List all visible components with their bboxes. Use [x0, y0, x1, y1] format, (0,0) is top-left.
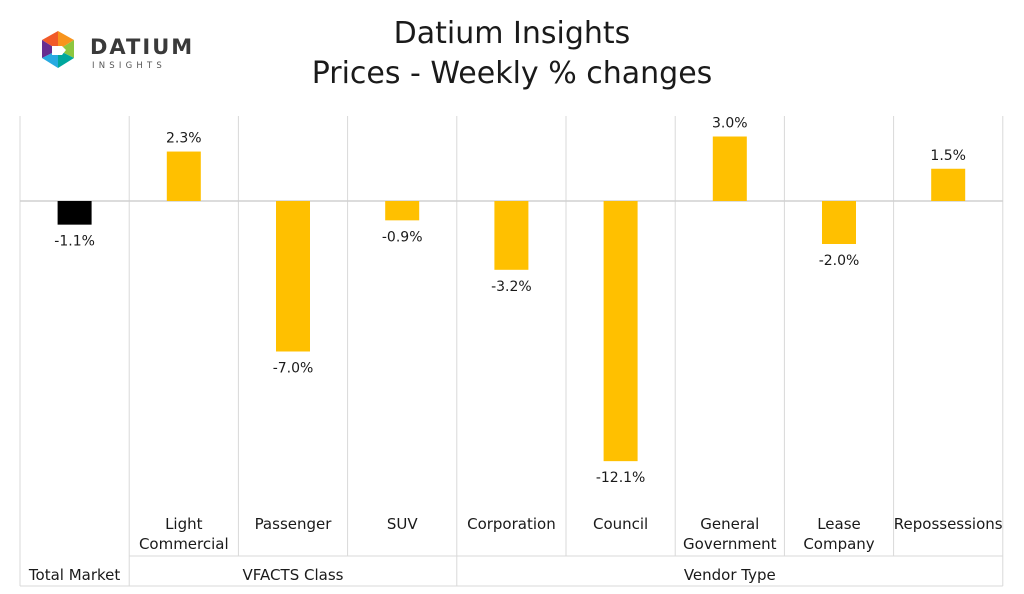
bar — [712, 136, 747, 201]
category-label: Council — [593, 515, 648, 533]
bar — [494, 201, 529, 270]
chart-title-line2: Prices - Weekly % changes — [311, 56, 713, 91]
bar — [822, 201, 856, 244]
logo-name: DATIUM — [90, 35, 195, 59]
logo-tagline: INSIGHTS — [92, 61, 166, 71]
data-label: -1.1% — [54, 234, 95, 250]
data-label: -12.1% — [596, 470, 646, 486]
data-label: -0.9% — [382, 229, 423, 245]
category-label: Light — [165, 515, 203, 533]
data-label: -7.0% — [273, 361, 314, 377]
data-label: 3.0% — [712, 116, 748, 132]
bar — [166, 151, 201, 201]
category-label: SUV — [387, 515, 419, 533]
bar — [385, 201, 420, 221]
category-label: Corporation — [467, 515, 556, 533]
datium-logo: DATIUM INSIGHTS — [38, 28, 192, 82]
bar — [931, 168, 966, 201]
category-label: Repossessions — [894, 515, 1003, 533]
group-label: Vendor Type — [684, 566, 776, 584]
group-label: Total Market — [28, 566, 120, 584]
data-label: -2.0% — [819, 253, 860, 269]
data-label: -3.2% — [491, 279, 532, 295]
bar — [603, 201, 638, 462]
data-label: 2.3% — [166, 131, 202, 147]
category-label: General — [700, 515, 759, 533]
bar — [57, 201, 92, 225]
category-label: Lease — [817, 515, 861, 533]
geometric-d-logo-icon — [42, 31, 74, 68]
category-label: Commercial — [139, 535, 229, 553]
category-label: Government — [683, 535, 777, 553]
category-label: Company — [803, 535, 874, 553]
data-label: 1.5% — [930, 148, 966, 164]
category-label: Passenger — [255, 515, 333, 533]
bar — [276, 201, 310, 352]
group-label: VFACTS Class — [243, 566, 344, 584]
chart-title-line1: Datium Insights — [393, 16, 631, 51]
